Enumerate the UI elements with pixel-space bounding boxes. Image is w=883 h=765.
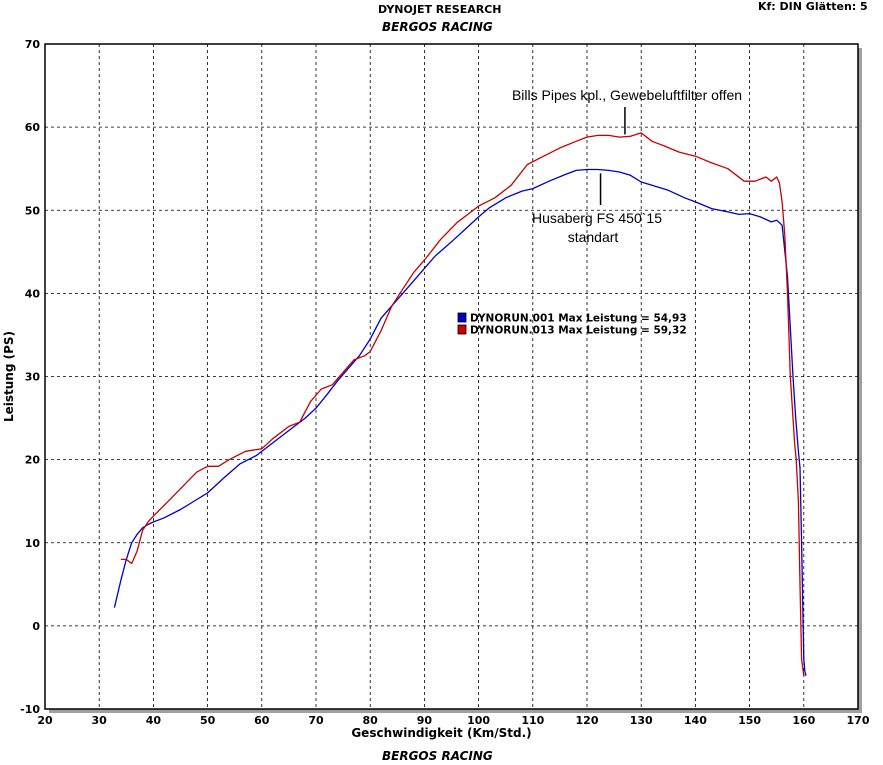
y-tick-label: 60 xyxy=(25,121,41,134)
annotation-standart: standart xyxy=(568,229,619,245)
x-tick-label: 160 xyxy=(792,714,815,727)
legend-label-2: DYNORUN.013 Max Leistung = 59,32 xyxy=(470,325,687,337)
x-axis-label: Geschwindigkeit (Km/Std.) xyxy=(351,726,531,740)
x-tick-label: 60 xyxy=(254,714,270,727)
x-tick-label: 20 xyxy=(37,714,53,727)
y-tick-label: 50 xyxy=(25,204,41,217)
x-tick-label: 100 xyxy=(467,714,490,727)
x-tick-label: 70 xyxy=(308,714,324,727)
x-tick-label: 50 xyxy=(200,714,216,727)
x-tick-label: 140 xyxy=(684,714,707,727)
chart-subtitle: BERGOS RACING xyxy=(382,20,493,34)
y-tick-label: 10 xyxy=(25,537,41,550)
x-tick-label: 30 xyxy=(92,714,108,727)
y-tick-label: 70 xyxy=(25,38,41,51)
chart-footer: BERGOS RACING xyxy=(382,749,493,763)
x-tick-label: 40 xyxy=(146,714,162,727)
y-tick-label: 20 xyxy=(25,454,41,467)
x-tick-label: 110 xyxy=(521,714,544,727)
y-tick-label: 40 xyxy=(25,287,41,300)
x-tick-label: 150 xyxy=(738,714,761,727)
y-tick-label: 30 xyxy=(25,371,41,384)
x-tick-label: 90 xyxy=(417,714,433,727)
legend-swatch-2 xyxy=(457,324,467,335)
x-tick-label: 80 xyxy=(363,714,379,727)
legend-label-1: DYNORUN.001 Max Leistung = 54,93 xyxy=(470,313,687,325)
y-axis-label: Leistung (PS) xyxy=(2,331,16,422)
chart-title: DYNOJET RESEARCH xyxy=(378,3,502,16)
annotation-husaberg: Husaberg FS 450`15 xyxy=(532,210,662,226)
x-tick-label: 170 xyxy=(847,714,870,727)
settings-label: Kf: DIN Glätten: 5 xyxy=(758,0,868,13)
y-tick-label: 0 xyxy=(32,620,40,633)
series-line-1 xyxy=(113,168,807,676)
series-line-2 xyxy=(120,132,805,676)
annotation-bills-pipes: Bills Pipes kpl., Gewebeluftfilter offen xyxy=(512,87,742,103)
y-tick-label: -10 xyxy=(20,703,40,716)
plot-area xyxy=(44,43,859,710)
legend-swatch-1 xyxy=(457,312,467,323)
x-tick-label: 130 xyxy=(630,714,653,727)
x-tick-label: 120 xyxy=(576,714,599,727)
